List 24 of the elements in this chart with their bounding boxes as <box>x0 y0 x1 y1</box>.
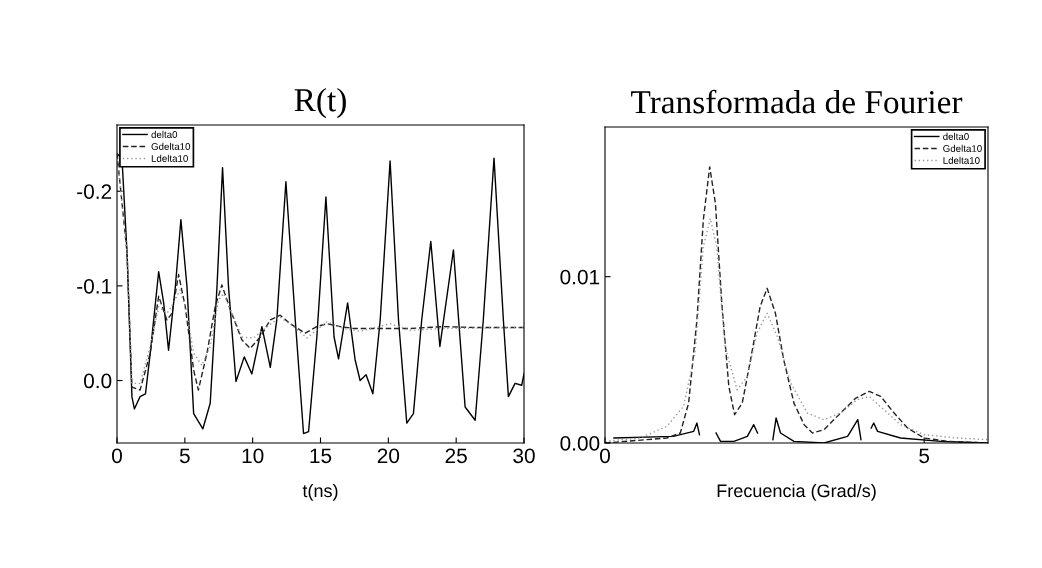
x-axis-title: t(ns) <box>302 483 338 501</box>
x-tick-label: 5 <box>179 448 190 464</box>
legend-label: delta0 <box>151 130 178 138</box>
x-tick-label: 20 <box>377 448 400 464</box>
legend-label: Ldelta10 <box>151 154 188 162</box>
x-tick-label: 30 <box>513 448 535 464</box>
chart-title: Transformada de Fourier <box>631 89 963 114</box>
x-tick-label: 0 <box>600 448 610 464</box>
y-tick-label: 0.0 <box>83 373 112 389</box>
y-tick-label: -0.1 <box>77 278 112 294</box>
x-tick-label: 5 <box>919 448 930 464</box>
y-tick-label: 0.01 <box>560 269 600 285</box>
x-tick-label: 15 <box>310 448 332 464</box>
chart-title: R(t) <box>294 87 346 119</box>
y-tick-label: 0.00 <box>560 436 600 451</box>
y-tick-label: -0.2 <box>77 184 112 199</box>
legend-label: delta0 <box>943 132 969 140</box>
legend-label: Gdelta10 <box>943 144 982 152</box>
x-axis-title: Frecuencia (Grad/s) <box>717 483 876 501</box>
x-tick-label: 0 <box>112 448 122 464</box>
x-tick-label: 25 <box>445 448 467 464</box>
x-tick-label: 10 <box>242 448 264 464</box>
legend-label: Gdelta10 <box>151 142 191 150</box>
legend-label: Ldelta10 <box>943 156 980 164</box>
